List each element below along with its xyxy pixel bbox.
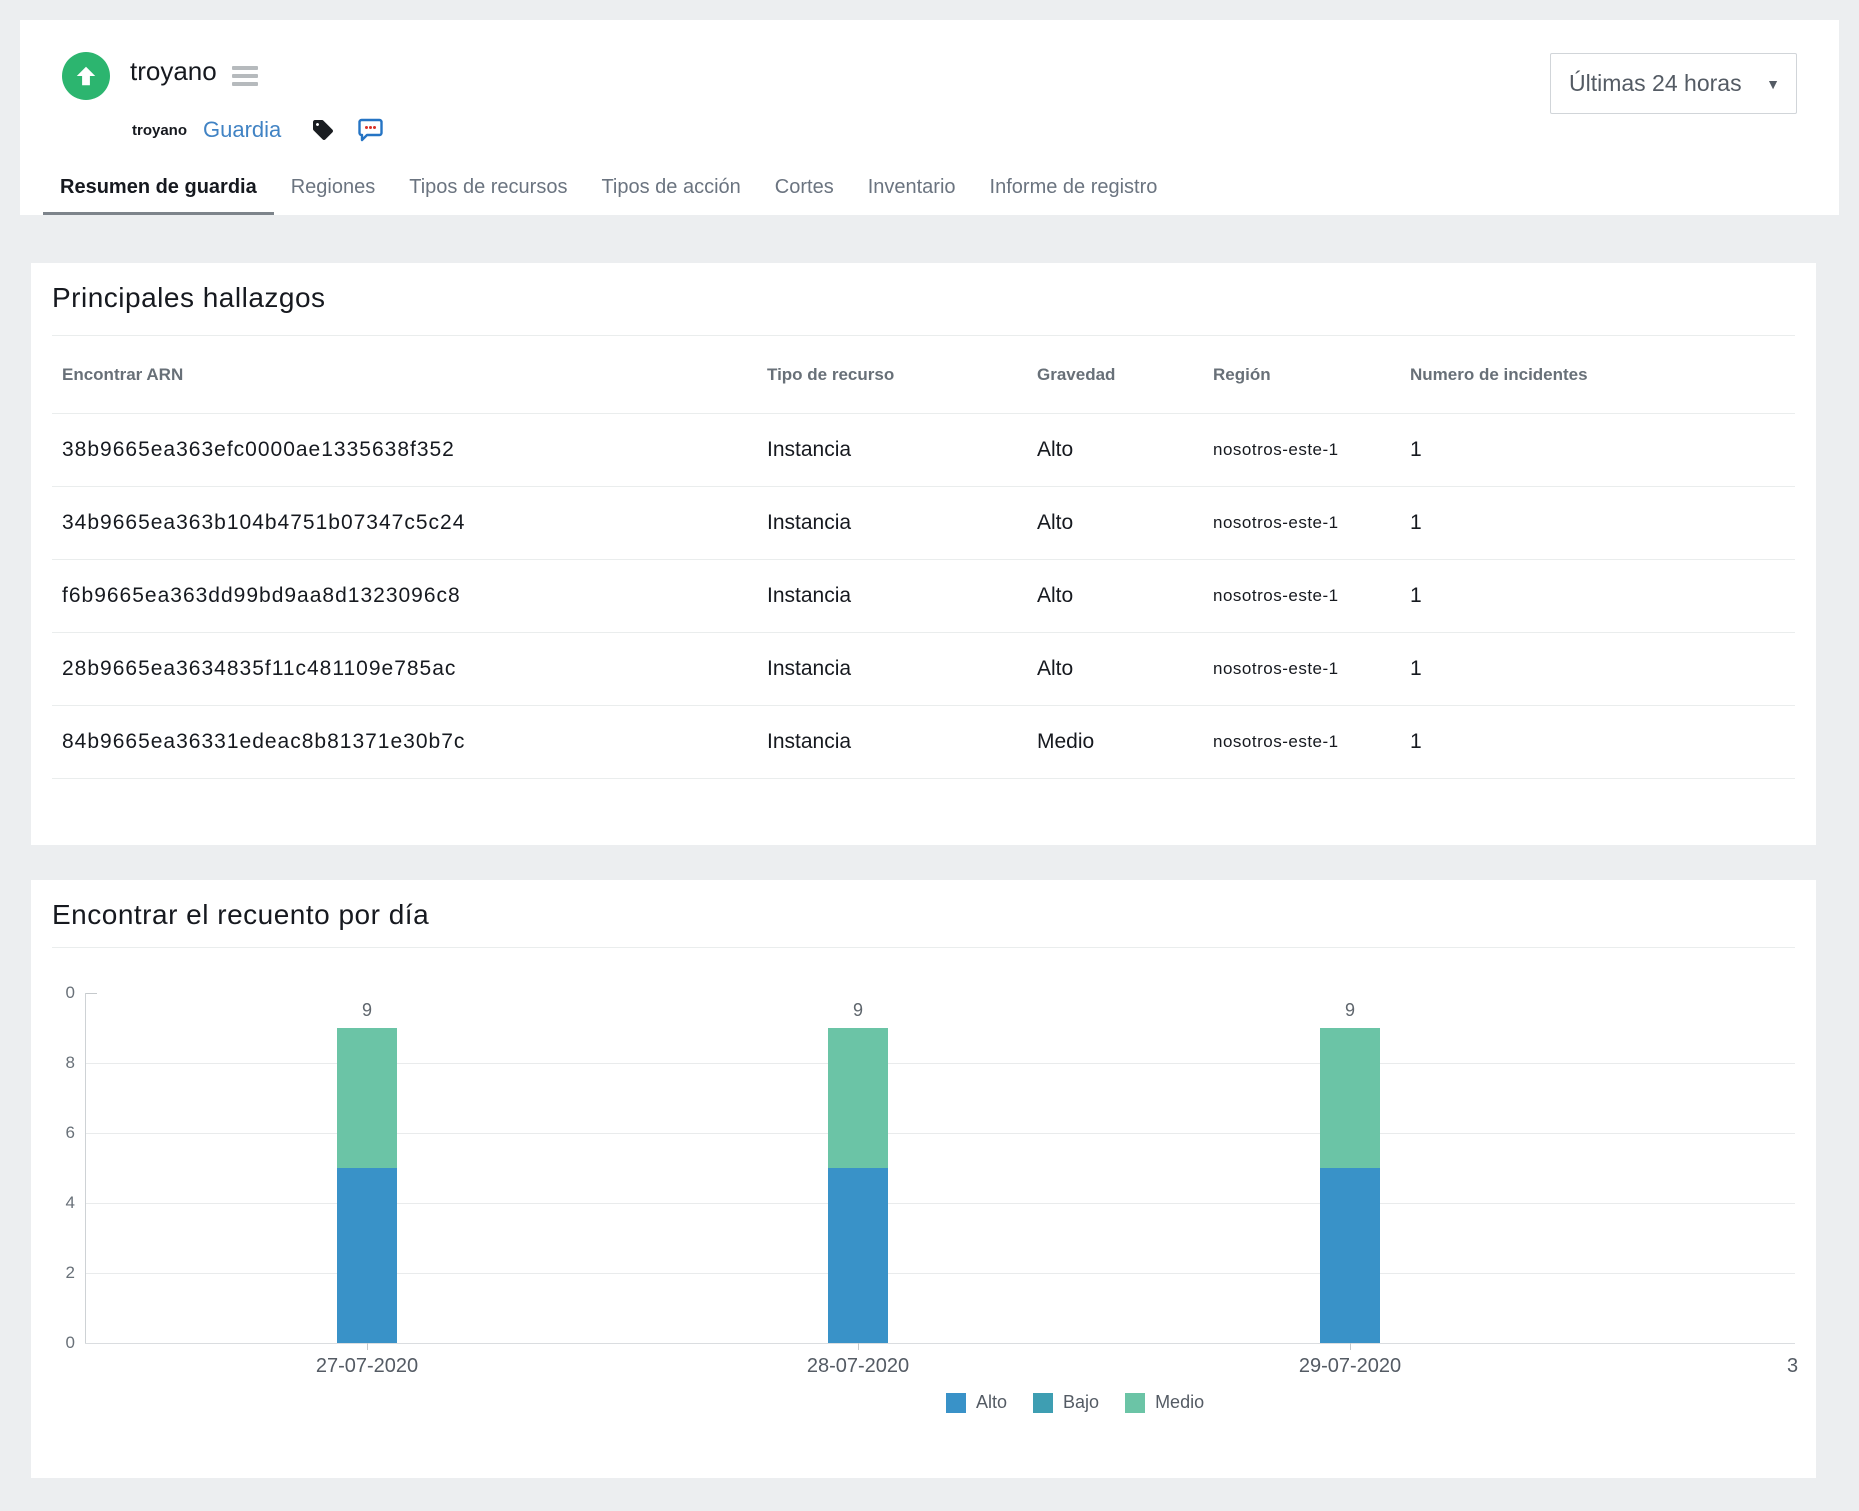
y-axis-label: 0	[31, 1332, 75, 1354]
y-axis-label: 2	[31, 1262, 75, 1284]
bar-segment-medio	[337, 1028, 397, 1168]
cell-region: nosotros-este-1	[1203, 706, 1400, 779]
y-axis	[85, 993, 86, 1343]
cell-incidentes: 1	[1400, 414, 1795, 487]
y-axis-label: 0	[31, 982, 75, 1004]
bar-segment-medio	[828, 1028, 888, 1168]
bar-segment-alto	[1320, 1168, 1380, 1343]
legend-label: Alto	[976, 1392, 1007, 1413]
table-row[interactable]: f6b9665ea363dd99bd9aa8d1323096c8Instanci…	[52, 560, 1795, 633]
legend-swatch	[1033, 1393, 1053, 1413]
table-row[interactable]: 84b9665ea36331edeac8b81371e30b7cInstanci…	[52, 706, 1795, 779]
bar-segment-alto	[337, 1168, 397, 1343]
tab-cortes[interactable]: Cortes	[758, 176, 851, 215]
table-row[interactable]: 38b9665ea363efc0000ae1335638f352Instanci…	[52, 414, 1795, 487]
x-axis-label: 27-07-2020	[287, 1355, 447, 1378]
axis-tick	[367, 1343, 368, 1350]
cell-arn: 84b9665ea36331edeac8b81371e30b7c	[52, 706, 757, 779]
column-header-encontrar-arn: Encontrar ARN	[52, 336, 757, 414]
column-header-numero-de-incidentes: Numero de incidentes	[1400, 336, 1795, 414]
y-axis-label: 4	[31, 1192, 75, 1214]
tab-tipos-de-recursos[interactable]: Tipos de recursos	[392, 176, 584, 215]
tab-regiones[interactable]: Regiones	[274, 176, 393, 215]
cell-incidentes: 1	[1400, 633, 1795, 706]
findings-card: Principales hallazgos Encontrar ARNTipo …	[31, 263, 1816, 845]
legend-label: Medio	[1155, 1392, 1204, 1413]
status-up-icon	[62, 52, 110, 100]
y-axis-label: 8	[31, 1052, 75, 1074]
column-header-gravedad: Gravedad	[1027, 336, 1203, 414]
cell-region: nosotros-este-1	[1203, 487, 1400, 560]
bar-segment-medio	[1320, 1028, 1380, 1168]
legend-item-medio[interactable]: Medio	[1125, 1392, 1204, 1413]
table-row[interactable]: 28b9665ea3634835f11c481109e785acInstanci…	[52, 633, 1795, 706]
tab-informe-de-registro[interactable]: Informe de registro	[973, 176, 1175, 215]
comment-icon[interactable]	[357, 117, 384, 143]
x-axis-label: 29-07-2020	[1270, 1355, 1430, 1378]
cell-tipo: Instancia	[757, 560, 1027, 633]
chart-card: Encontrar el recuento por día 086420927-…	[31, 880, 1816, 1478]
bar-total-label: 9	[828, 1000, 888, 1021]
x-axis-label-clipped: 3	[1787, 1355, 1798, 1378]
up-arrow-icon	[73, 63, 99, 89]
tab-resumen-de-guardia[interactable]: Resumen de guardia	[43, 176, 274, 215]
tag-icon[interactable]	[311, 118, 335, 142]
legend-item-bajo[interactable]: Bajo	[1033, 1392, 1099, 1413]
axis-tick	[858, 1343, 859, 1350]
column-header-region: Región	[1203, 336, 1400, 414]
y-axis-label: 6	[31, 1122, 75, 1144]
cell-gravedad: Medio	[1027, 706, 1203, 779]
time-range-value: Últimas 24 horas	[1551, 70, 1742, 97]
axis-tick	[1350, 1343, 1351, 1350]
cell-arn: 38b9665ea363efc0000ae1335638f352	[52, 414, 757, 487]
bar-total-label: 9	[337, 1000, 397, 1021]
column-header-tipo-de-recurso: Tipo de recurso	[757, 336, 1027, 414]
cell-arn: 28b9665ea3634835f11c481109e785ac	[52, 633, 757, 706]
findings-title: Principales hallazgos	[52, 282, 326, 314]
cell-region: nosotros-este-1	[1203, 560, 1400, 633]
chart-legend: Alto Bajo Medio	[946, 1392, 1204, 1413]
entity-name: troyano	[132, 122, 187, 139]
legend-label: Bajo	[1063, 1392, 1099, 1413]
findings-by-day-chart: 0 8 6 4 2 0 9 27-07-2020 9 28-07-2020 9 29-07-2020 3	[31, 880, 1816, 1478]
bar-segment-alto	[828, 1168, 888, 1343]
legend-item-alto[interactable]: Alto	[946, 1392, 1007, 1413]
legend-swatch	[946, 1393, 966, 1413]
axis-tick	[85, 993, 97, 994]
cell-incidentes: 1	[1400, 560, 1795, 633]
x-axis	[85, 1343, 1795, 1344]
table-row[interactable]: 34b9665ea363b104b4751b07347c5c24Instanci…	[52, 487, 1795, 560]
menu-icon[interactable]	[232, 66, 258, 86]
findings-table: Encontrar ARNTipo de recursoGravedadRegi…	[52, 336, 1795, 779]
time-range-select[interactable]: Últimas 24 horas ▼	[1550, 53, 1797, 114]
bar-total-label: 9	[1320, 1000, 1380, 1021]
header: troyano troyano Guardia Últimas 24 horas…	[20, 20, 1839, 215]
cell-tipo: Instancia	[757, 414, 1027, 487]
legend-swatch	[1125, 1393, 1145, 1413]
guardia-link[interactable]: Guardia	[203, 117, 281, 143]
cell-region: nosotros-este-1	[1203, 414, 1400, 487]
tab-tipos-de-accion[interactable]: Tipos de acción	[584, 176, 757, 215]
findings-header-row: Encontrar ARNTipo de recursoGravedadRegi…	[52, 336, 1795, 414]
tab-inventario[interactable]: Inventario	[851, 176, 973, 215]
chevron-down-icon: ▼	[1766, 76, 1780, 92]
cell-gravedad: Alto	[1027, 560, 1203, 633]
x-axis-label: 28-07-2020	[778, 1355, 938, 1378]
breadcrumb: troyano Guardia	[132, 115, 406, 145]
cell-tipo: Instancia	[757, 487, 1027, 560]
cell-tipo: Instancia	[757, 706, 1027, 779]
tab-bar: Resumen de guardiaRegionesTipos de recur…	[43, 176, 1829, 215]
cell-incidentes: 1	[1400, 487, 1795, 560]
cell-arn: f6b9665ea363dd99bd9aa8d1323096c8	[52, 560, 757, 633]
page-title: troyano	[130, 56, 217, 87]
cell-tipo: Instancia	[757, 633, 1027, 706]
cell-gravedad: Alto	[1027, 633, 1203, 706]
cell-region: nosotros-este-1	[1203, 633, 1400, 706]
cell-arn: 34b9665ea363b104b4751b07347c5c24	[52, 487, 757, 560]
cell-incidentes: 1	[1400, 706, 1795, 779]
cell-gravedad: Alto	[1027, 414, 1203, 487]
cell-gravedad: Alto	[1027, 487, 1203, 560]
findings-body: 38b9665ea363efc0000ae1335638f352Instanci…	[52, 414, 1795, 779]
